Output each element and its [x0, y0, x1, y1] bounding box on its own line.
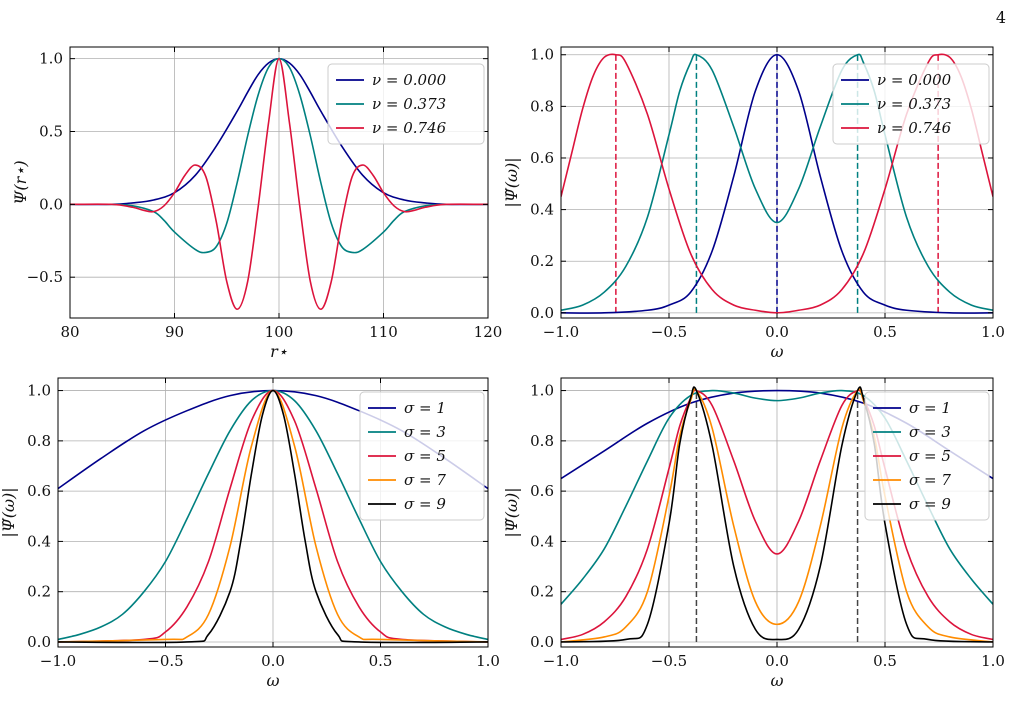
y-tick-label: 0.2	[530, 583, 554, 601]
y-tick-label: 0.0	[530, 304, 554, 322]
y-tick-label: 0.6	[530, 149, 554, 167]
x-tick-label: −0.5	[651, 323, 687, 341]
legend-label: σ = 3	[404, 423, 446, 441]
x-tick-label: 0.5	[873, 323, 897, 341]
y-axis-label: |Ψ̃(ω)|	[0, 487, 18, 537]
legend-label: ν = 0.000	[372, 71, 447, 89]
y-tick-label: 1.0	[530, 382, 554, 400]
x-axis-label: ω	[266, 671, 279, 690]
y-tick-label: −0.5	[27, 268, 63, 286]
y-tick-label: 0.2	[27, 583, 51, 601]
y-tick-label: 1.0	[27, 382, 51, 400]
y-tick-label: 0.4	[27, 532, 51, 550]
panel-top-right: −1.0 −0.5 0.0 0.5 1.0 0.0 0.2 0.4 0.6 0.8 1.0 ω |Ψ̃(…	[502, 46, 1005, 361]
x-tick-label: 120	[474, 323, 503, 341]
y-tick-label: 0.0	[39, 195, 63, 213]
legend-label: ν = 0.000	[877, 71, 952, 89]
x-tick-label: 80	[60, 323, 79, 341]
y-tick-label: 0.4	[530, 532, 554, 550]
panel-bottom-right: −1.0 −0.5 0.0 0.5 1.0 0.0 0.2 0.4 0.6 0.8 1.0 ω |Ψ̃(…	[502, 377, 1005, 690]
series-line	[58, 389, 488, 644]
legend-label: ν = 0.373	[372, 95, 446, 113]
y-tick-label: 0.0	[27, 633, 51, 651]
x-axis-label: r⋆	[270, 342, 288, 361]
y-tick-label: 0.8	[530, 432, 554, 450]
panel-bottom-left: −1.0 −0.5 0.0 0.5 1.0 0.0 0.2 0.4 0.6 0.8 1.0 ω |Ψ̃(…	[0, 377, 500, 690]
x-tick-label: 1.0	[981, 323, 1005, 341]
y-tick-label: 1.0	[39, 50, 63, 68]
x-tick-label: 100	[265, 323, 294, 341]
x-tick-label: 0.0	[765, 323, 789, 341]
y-tick-label: 0.8	[530, 97, 554, 115]
legend-label: ν = 0.373	[877, 95, 951, 113]
legend-box	[864, 391, 990, 521]
legend-box	[327, 63, 485, 145]
series-line	[70, 57, 488, 311]
x-tick-label: 0.5	[369, 652, 393, 670]
series-line	[561, 53, 993, 314]
x-axis-label: ω	[770, 671, 783, 690]
legend-label: σ = 7	[909, 471, 951, 489]
y-tick-label: 0.2	[530, 252, 554, 270]
x-tick-label: −0.5	[147, 652, 183, 670]
y-tick-label: 0.4	[530, 201, 554, 219]
legend: σ = 1 σ = 3 σ = 5 σ = 7 σ = 9	[864, 391, 990, 521]
legend-box	[832, 63, 990, 145]
legend-label: σ = 9	[909, 495, 951, 513]
legend-label: ν = 0.746	[372, 119, 447, 137]
x-tick-label: −1.0	[40, 652, 76, 670]
legend-label: σ = 5	[404, 447, 446, 465]
legend: σ = 1 σ = 3 σ = 5 σ = 7 σ = 9	[359, 391, 485, 521]
series-line	[561, 389, 993, 641]
legend-label: σ = 9	[404, 495, 446, 513]
legend-label: σ = 3	[909, 423, 951, 441]
y-axis-label: |Ψ̃(ω)|	[502, 487, 521, 537]
panel-top-left: 80 90 100 110 120 −0.5 0.0 0.5 1.0 r⋆ Ψ(r⋆) ν = 0.0…	[11, 46, 503, 361]
y-tick-label: 1.0	[530, 46, 554, 64]
legend-label: σ = 1	[909, 399, 951, 417]
x-tick-label: 0.0	[765, 652, 789, 670]
x-tick-label: 0.0	[261, 652, 285, 670]
y-tick-label: 0.6	[27, 482, 51, 500]
legend-label: ν = 0.746	[877, 119, 952, 137]
y-tick-label: 0.8	[27, 432, 51, 450]
x-tick-label: −1.0	[543, 652, 579, 670]
x-tick-label: 110	[369, 323, 398, 341]
legend-label: σ = 5	[909, 447, 951, 465]
y-tick-label: 0.6	[530, 482, 554, 500]
y-tick-label: 0.5	[39, 123, 63, 141]
x-tick-label: −1.0	[543, 323, 579, 341]
y-tick-label: 0.0	[530, 633, 554, 651]
x-tick-label: 90	[165, 323, 184, 341]
series-line	[561, 53, 993, 312]
x-tick-label: 1.0	[476, 652, 500, 670]
y-axis-label: |Ψ̃(ω)|	[502, 157, 521, 207]
legend: ν = 0.000 ν = 0.373 ν = 0.746	[832, 63, 990, 145]
series-line	[561, 53, 993, 314]
y-axis-label: Ψ(r⋆)	[11, 160, 30, 204]
legend-label: σ = 7	[404, 471, 446, 489]
x-axis-label: ω	[770, 342, 783, 361]
x-tick-label: 0.5	[873, 652, 897, 670]
legend-box	[359, 391, 485, 521]
page-number: 4	[995, 8, 1006, 27]
x-tick-label: 1.0	[981, 652, 1005, 670]
legend: ν = 0.000 ν = 0.373 ν = 0.746	[327, 63, 485, 145]
x-tick-label: −0.5	[651, 652, 687, 670]
legend-label: σ = 1	[404, 399, 446, 417]
